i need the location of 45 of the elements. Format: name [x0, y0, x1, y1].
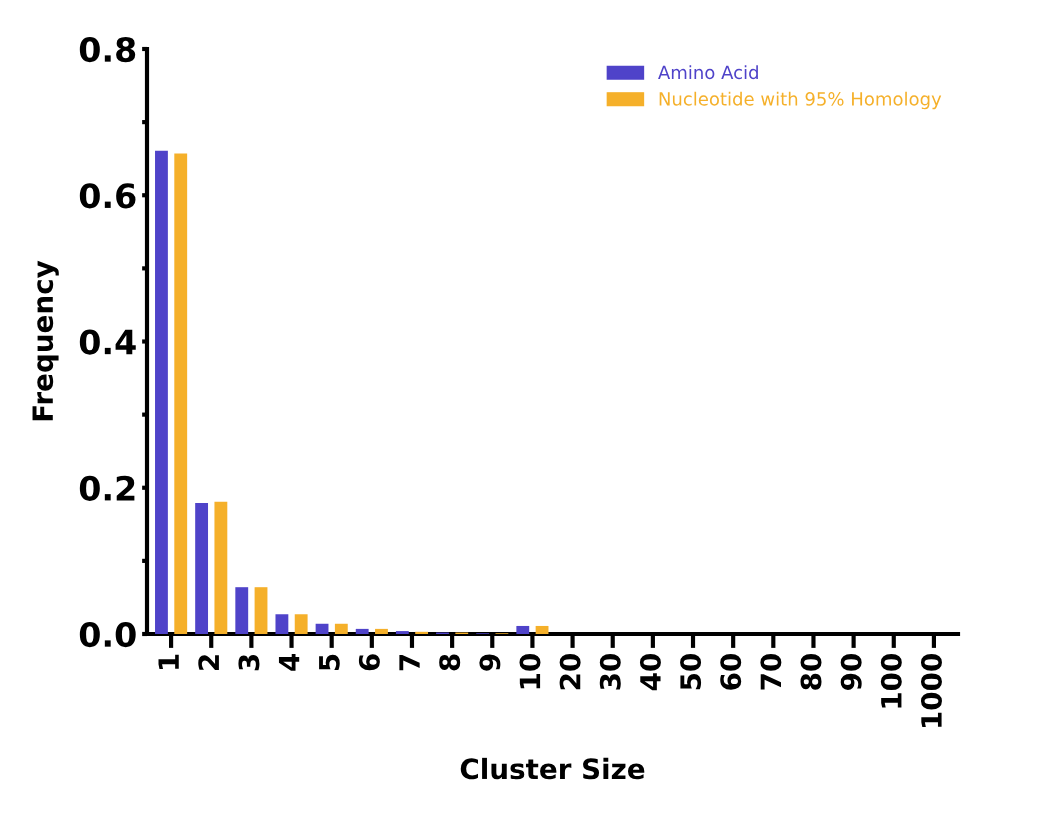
x-tick-label: 1 — [158, 654, 179, 669]
x-tick-label: 30 — [599, 654, 621, 690]
bar — [334, 623, 348, 634]
bar — [254, 587, 268, 634]
x-tick-label: 4 — [278, 654, 300, 671]
x-tick-label: 10 — [519, 654, 541, 689]
x-tick-label: 90 — [840, 654, 862, 690]
bar — [174, 153, 188, 634]
bar — [395, 631, 409, 634]
bar — [195, 503, 209, 634]
y-tick-label: 0.0 — [79, 621, 136, 648]
x-tick-label: 40 — [639, 654, 661, 691]
x-axis-title: Cluster Size — [460, 757, 645, 780]
x-tick-label: 80 — [800, 654, 822, 690]
y-tick-label: 0.8 — [79, 36, 136, 63]
x-tick-label: 7 — [399, 654, 420, 671]
x-tick-label: 50 — [680, 654, 702, 690]
x-tick-label: 2 — [198, 655, 219, 670]
x-tick-label: 8 — [439, 654, 461, 671]
bar — [535, 625, 549, 634]
bar — [355, 628, 369, 634]
x-tick-label: 1000 — [920, 654, 942, 727]
x-tick-label: 9 — [479, 654, 501, 671]
x-tick-label: 20 — [559, 654, 581, 690]
bar — [235, 587, 249, 634]
bar — [275, 614, 289, 634]
bar — [294, 614, 308, 634]
bar — [375, 628, 388, 634]
y-tick-label: 0.6 — [79, 183, 136, 209]
y-tick-label: 0.4 — [79, 329, 136, 355]
y-axis-title: Frequency — [32, 260, 59, 421]
bar — [516, 625, 530, 634]
x-tick-label: 5 — [319, 654, 340, 670]
legend-label: Nucleotide with 95% Homology — [659, 91, 942, 110]
bar — [415, 631, 429, 634]
y-tick-label: 0.2 — [79, 475, 135, 501]
bar — [155, 150, 168, 634]
bar — [315, 623, 329, 634]
legend-label: Amino Acid — [658, 65, 758, 80]
x-tick-label: 3 — [238, 654, 260, 671]
x-tick-label: 60 — [720, 654, 742, 690]
x-tick-label: 100 — [880, 654, 902, 708]
x-tick-label: 6 — [358, 654, 380, 671]
bar — [214, 501, 228, 634]
x-tick-label: 70 — [760, 654, 782, 690]
